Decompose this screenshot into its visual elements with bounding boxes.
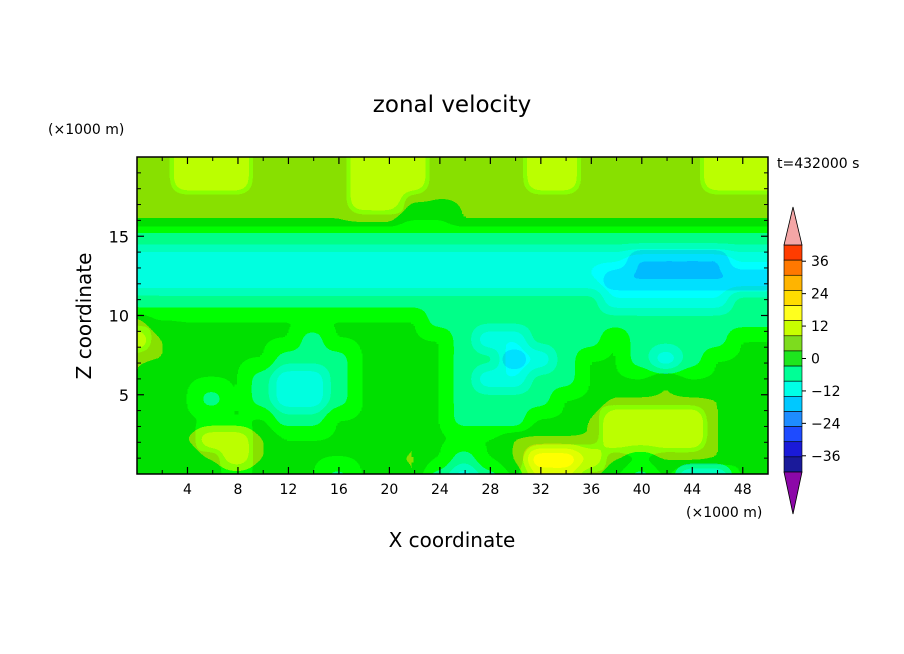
velocity-field — [137, 157, 768, 474]
chart-title: zonal velocity — [373, 92, 531, 118]
colorbar-swatch — [783, 290, 803, 306]
colorbar-label: −24 — [811, 416, 841, 432]
colorbar-label: 36 — [811, 254, 829, 270]
x-axis-label: X coordinate — [389, 528, 516, 552]
x-tick-label: 8 — [233, 482, 242, 498]
colorbar-swatch — [783, 244, 803, 261]
x-tick-label: 44 — [683, 482, 701, 498]
x-tick-label: 12 — [280, 482, 298, 498]
colorbar-swatch — [783, 259, 803, 276]
x-tick-label: 24 — [431, 482, 449, 498]
y-tick-label: 10 — [109, 307, 129, 326]
colorbar-swatch — [783, 350, 803, 367]
x-tick-label: 48 — [734, 482, 752, 498]
colorbar-label: 12 — [811, 319, 829, 335]
colorbar-swatch — [783, 426, 803, 443]
colorbar-swatch — [783, 305, 803, 321]
colorbar-swatch — [783, 335, 803, 352]
colorbar-label: −36 — [811, 449, 841, 465]
colorbar-label: −12 — [811, 384, 841, 400]
field-cells — [137, 157, 768, 474]
x-tick-label: 32 — [532, 482, 550, 498]
colorbar-over-arrow — [783, 206, 803, 246]
y-unit-label: (×1000 m) — [48, 122, 124, 138]
colorbar-swatch — [783, 411, 803, 427]
x-tick-label: 20 — [380, 482, 398, 498]
colorbar-swatch — [783, 396, 803, 412]
y-axis-ticks: 5 10 15 — [109, 172, 768, 459]
time-label: t=432000 s — [777, 156, 859, 172]
x-tick-label: 4 — [183, 482, 192, 498]
colorbar-swatch — [783, 441, 803, 458]
colorbar-swatch — [783, 320, 803, 337]
colorbar-swatch — [783, 365, 803, 382]
x-unit-label: (×1000 m) — [686, 505, 762, 521]
x-tick-label: 16 — [330, 482, 348, 498]
y-tick-label: 5 — [119, 386, 129, 405]
x-tick-label: 40 — [633, 482, 651, 498]
colorbar-swatch — [783, 274, 803, 291]
field-cell — [728, 157, 768, 191]
x-axis-ticks: 4 8 12 16 20 24 28 32 36 40 44 48 — [161, 157, 752, 498]
colorbar-label: 24 — [811, 287, 829, 303]
y-tick-label: 15 — [109, 227, 129, 246]
colorbar: 36 24 12 0 −12 −24 −36 — [783, 206, 841, 515]
x-tick-label: 36 — [582, 482, 600, 498]
colorbar-swatch — [783, 456, 803, 473]
colorbar-label: 0 — [811, 352, 820, 368]
y-axis-label: Z coordinate — [72, 253, 96, 380]
x-tick-label: 28 — [481, 482, 499, 498]
colorbar-under-arrow — [783, 471, 803, 515]
colorbar-swatch — [783, 380, 803, 397]
